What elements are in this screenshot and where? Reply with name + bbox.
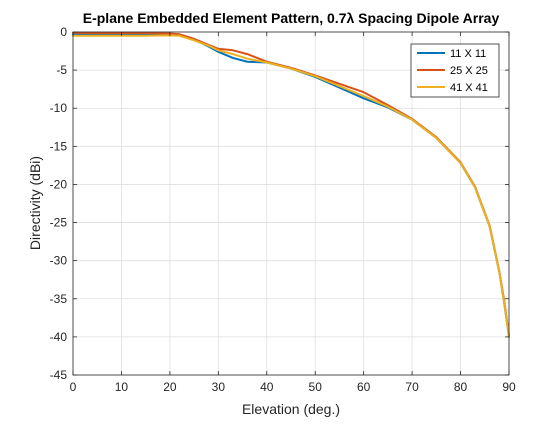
y-tick-label: -15	[50, 139, 68, 153]
x-tick-label: 20	[163, 380, 177, 394]
y-tick-label: -5	[56, 63, 67, 77]
x-tick-label: 0	[70, 380, 77, 394]
legend: 11 X 11 25 X 25 41 X 41	[410, 43, 500, 98]
y-tick-label: 0	[60, 25, 67, 39]
x-axis-label: Elevation (deg.)	[242, 401, 340, 417]
chart-title: E-plane Embedded Element Pattern, 0.7λ S…	[83, 10, 500, 26]
x-tick-label: 80	[454, 380, 468, 394]
y-tick-label: -30	[50, 254, 68, 268]
y-tick-label: -35	[50, 292, 68, 306]
legend-label-41x41: 41 X 41	[450, 82, 488, 94]
x-tick-label: 70	[405, 380, 419, 394]
x-tick-label: 40	[260, 380, 274, 394]
x-tick-label: 30	[212, 380, 226, 394]
grid-lines	[72, 31, 510, 376]
plot-frame	[72, 31, 510, 376]
x-tick-label: 50	[309, 380, 323, 394]
y-tick-label: -20	[50, 177, 68, 191]
y-tick-label: -25	[50, 216, 68, 230]
y-axis-label: Directivity (dBi)	[27, 156, 43, 250]
legend-label-11x11: 11 X 11	[450, 48, 486, 60]
y-tick-label: -40	[50, 330, 68, 344]
x-tick-label: 60	[357, 380, 371, 394]
axis-ticks: 0 10 20 30 40 50 60 70 80 90 0 -5 -10 -15 -20 -25 -30 -35…	[50, 25, 516, 394]
y-tick-label: -10	[50, 101, 68, 115]
legend-label-25x25: 25 X 25	[450, 65, 488, 77]
x-tick-label: 10	[115, 380, 129, 394]
x-tick-label: 90	[502, 380, 516, 394]
y-tick-label: -45	[50, 368, 68, 382]
